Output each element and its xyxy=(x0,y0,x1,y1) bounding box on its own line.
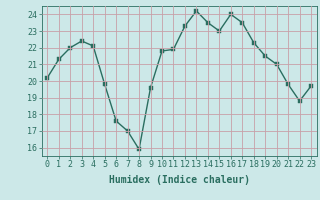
X-axis label: Humidex (Indice chaleur): Humidex (Indice chaleur) xyxy=(109,175,250,185)
